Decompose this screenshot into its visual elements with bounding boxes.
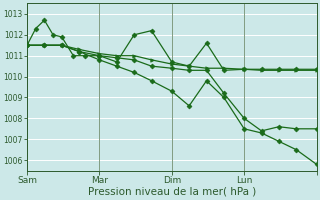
X-axis label: Pression niveau de la mer( hPa ): Pression niveau de la mer( hPa ) (88, 187, 256, 197)
